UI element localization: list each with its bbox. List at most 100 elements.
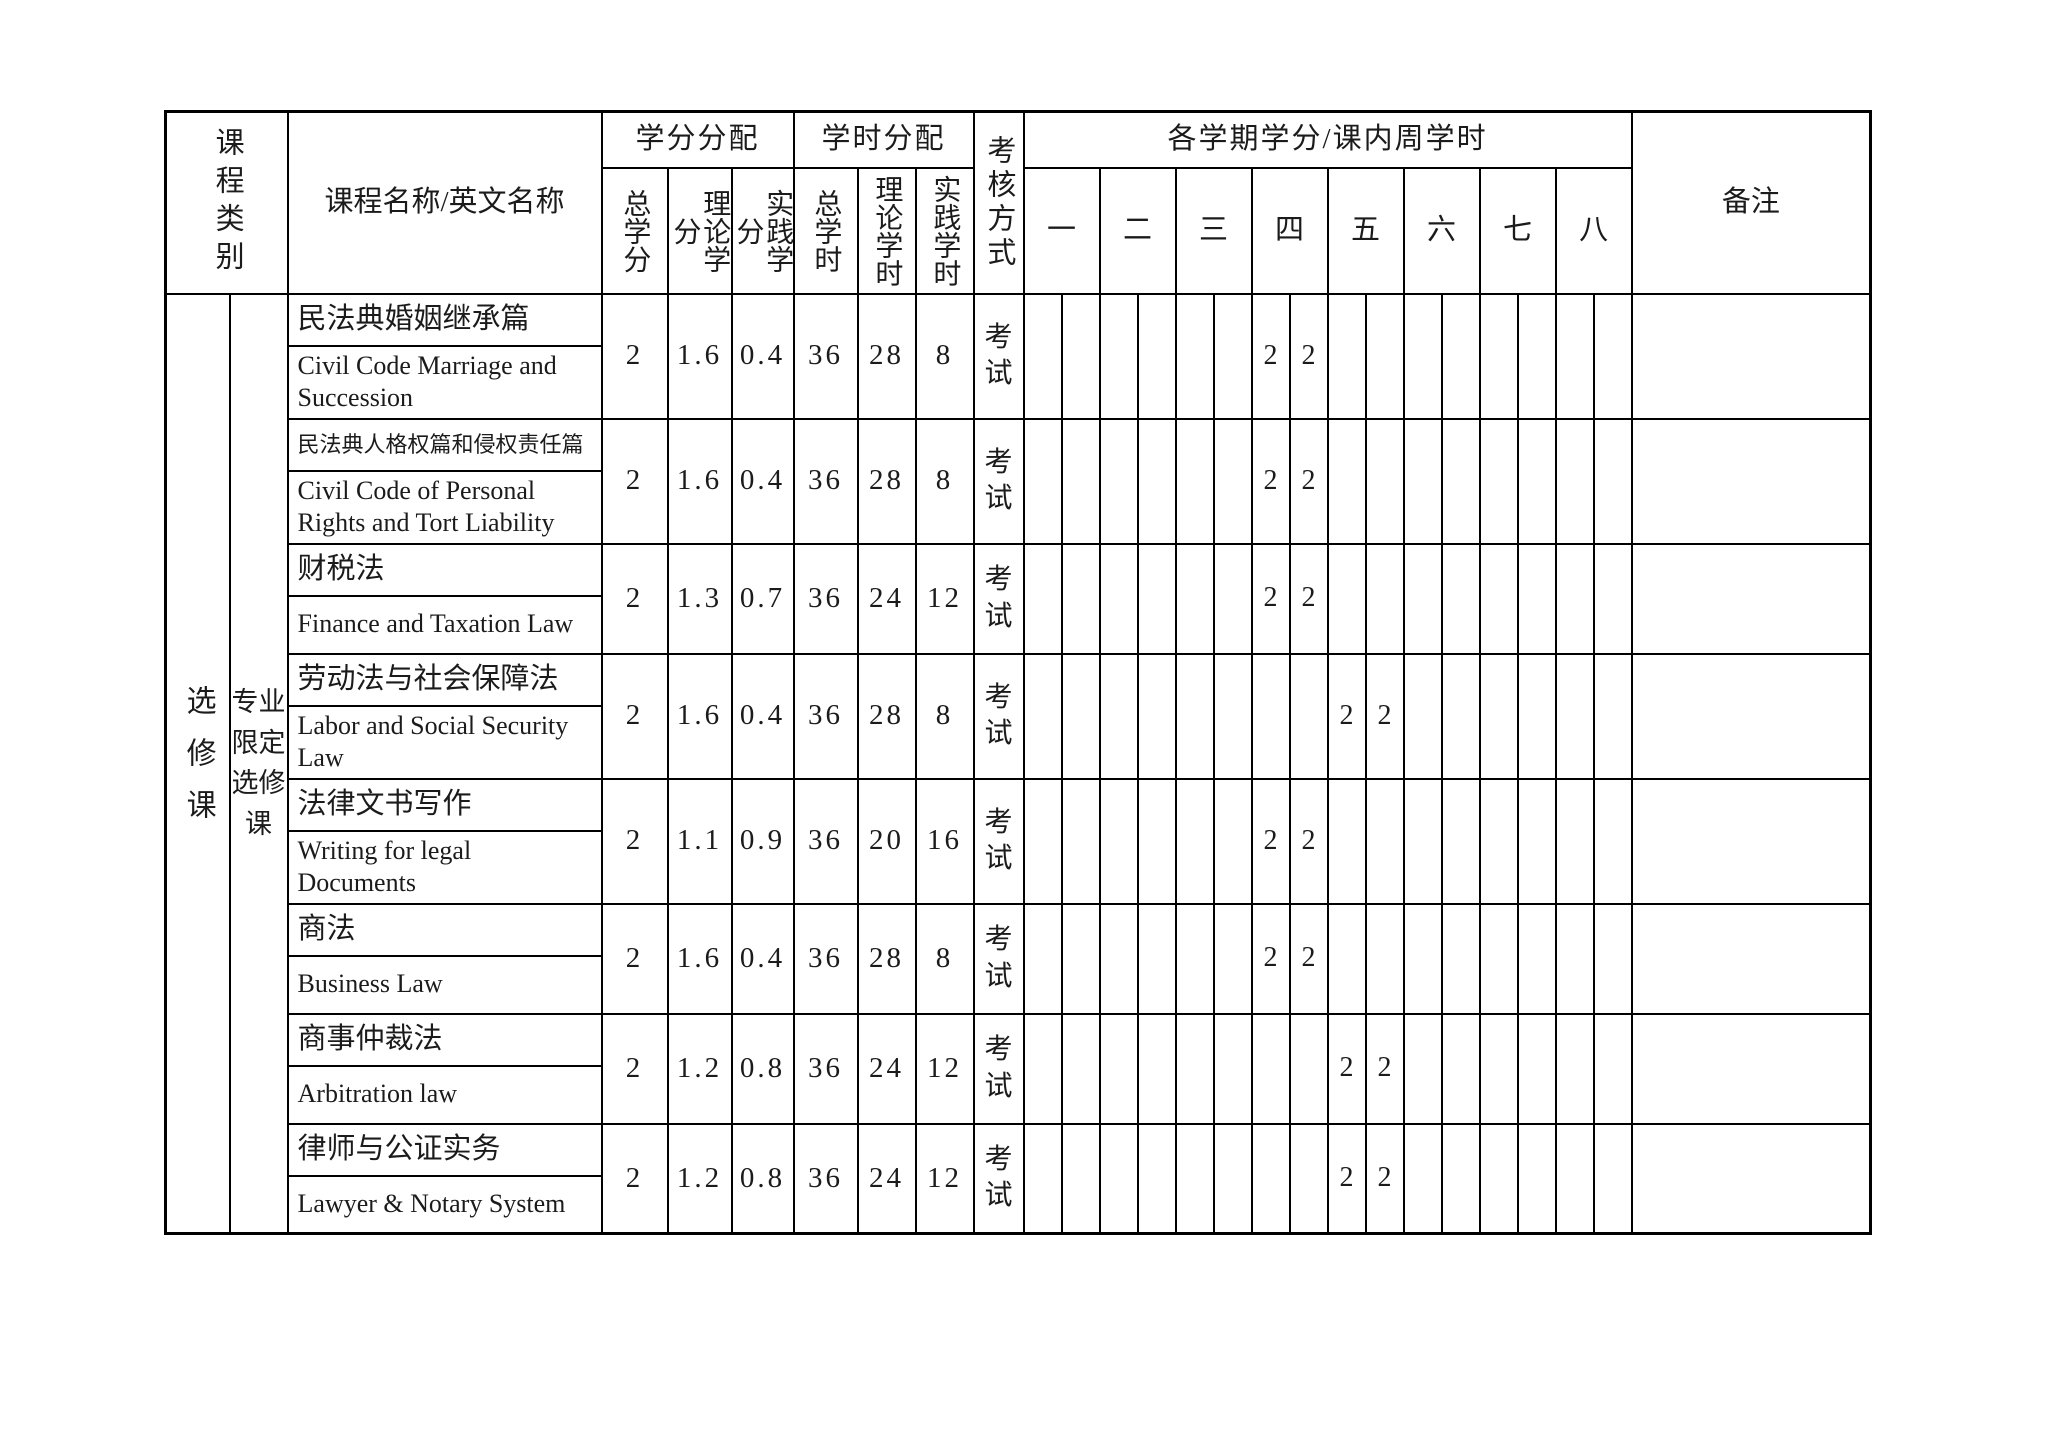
- course-name-en-cell: Business Law: [286, 954, 603, 1015]
- sem7-weekly-cell: [1516, 652, 1557, 780]
- sem3-credit-cell: [1174, 1012, 1215, 1125]
- semester-1-label: 一: [1047, 213, 1077, 246]
- sem1-credit-cell: [1022, 1122, 1063, 1235]
- header-hour-total: 总学时: [792, 166, 859, 295]
- assessment-value: 考试: [984, 321, 1013, 389]
- course-name-cn-cell: 民法典婚姻继承篇: [286, 292, 603, 347]
- header-remarks: 备注: [1630, 110, 1872, 295]
- assessment-value: 考试: [984, 1034, 1013, 1102]
- sem2-credit-cell: [1098, 652, 1139, 780]
- assessment-value: 考试: [984, 446, 1013, 514]
- semester-3-label: 三: [1199, 213, 1229, 246]
- sem8-credit-cell: [1554, 1012, 1595, 1125]
- practice-hours-cell: 16: [914, 777, 975, 905]
- sem8-weekly-cell: [1592, 417, 1633, 545]
- sem5-credit-cell: [1326, 292, 1367, 420]
- assessment-cell: 考试: [972, 417, 1025, 545]
- sem1-credit-cell: [1022, 1012, 1063, 1125]
- total-credit-cell: 2: [600, 542, 669, 655]
- total-hours-cell: 36: [792, 1012, 859, 1125]
- sem3-credit-cell: [1174, 777, 1215, 905]
- assessment-cell: 考试: [972, 292, 1025, 420]
- sem4-credit-cell: [1250, 1122, 1291, 1235]
- sem3-credit-cell: [1174, 902, 1215, 1015]
- remark-cell: [1630, 1122, 1872, 1235]
- course-name-cn: 民法典人格权篇和侵权责任篇: [297, 431, 584, 457]
- header-credit-total: 总学分: [600, 166, 669, 295]
- sem4-credit-cell: 2: [1250, 902, 1291, 1015]
- sem4-weekly-cell: 2: [1288, 777, 1329, 905]
- course-name-cn-cell: 劳动法与社会保障法: [286, 652, 603, 707]
- sem7-weekly-cell: [1516, 1012, 1557, 1125]
- total-credit-cell: 2: [600, 1012, 669, 1125]
- sem2-weekly-cell: [1136, 902, 1177, 1015]
- sem8-weekly-cell: [1592, 902, 1633, 1015]
- header-semester-8: 八: [1554, 166, 1633, 295]
- practice-hours-cell: 12: [914, 542, 975, 655]
- practice-credit-cell: 0.7: [730, 542, 795, 655]
- total-hours-cell: 36: [792, 292, 859, 420]
- course-name-cn-cell: 商事仲裁法: [286, 1012, 603, 1067]
- theory-hours-cell: 28: [856, 292, 917, 420]
- hour-group-label: 学时分配: [821, 123, 946, 156]
- sem6-credit-cell: [1402, 292, 1443, 420]
- sem4-credit-cell: 2: [1250, 292, 1291, 420]
- theory-hours-cell: 28: [856, 652, 917, 780]
- practice-credit-cell: 0.8: [730, 1122, 795, 1235]
- practice-credit-cell: 0.4: [730, 417, 795, 545]
- sem1-credit-cell: [1022, 417, 1063, 545]
- sem2-weekly-cell: [1136, 1122, 1177, 1235]
- sem4-credit-cell: [1250, 1012, 1291, 1125]
- sem5-weekly-cell: 2: [1364, 1012, 1405, 1125]
- assessment-value: 考试: [984, 806, 1013, 874]
- sem8-weekly-cell: [1592, 292, 1633, 420]
- total-hours-cell: 36: [792, 652, 859, 780]
- header-semester-6: 六: [1402, 166, 1481, 295]
- header-assessment: 考核方式: [972, 110, 1025, 295]
- remark-cell: [1630, 777, 1872, 905]
- sem7-weekly-cell: [1516, 542, 1557, 655]
- sem3-weekly-cell: [1212, 777, 1253, 905]
- sem7-credit-cell: [1478, 902, 1519, 1015]
- assessment-label: 考核方式: [982, 134, 1015, 271]
- header-course-category: 课程类别: [164, 110, 289, 295]
- course-name-en-cell: Labor and Social Security Law: [286, 704, 603, 780]
- sem3-credit-cell: [1174, 1122, 1215, 1235]
- course-name-en: Lawyer & Notary System: [297, 1189, 566, 1218]
- sem5-credit-cell: [1326, 542, 1367, 655]
- theory-credit-cell: 1.3: [666, 542, 733, 655]
- header-semester-3: 三: [1174, 166, 1253, 295]
- sem1-credit-cell: [1022, 777, 1063, 905]
- practice-hours-cell: 8: [914, 417, 975, 545]
- course-name-en: Labor and Social Security Law: [297, 710, 569, 773]
- sem8-credit-cell: [1554, 777, 1595, 905]
- course-name-cn-cell: 法律文书写作: [286, 777, 603, 832]
- sem3-credit-cell: [1174, 292, 1215, 420]
- practice-hours-cell: 8: [914, 652, 975, 780]
- practice-credit-cell: 0.4: [730, 292, 795, 420]
- sem6-credit-cell: [1402, 652, 1443, 780]
- category-sub-label: 专业限定选修课: [231, 687, 286, 839]
- remark-cell: [1630, 542, 1872, 655]
- theory-credit-cell: 1.1: [666, 777, 733, 905]
- sem4-credit-cell: 2: [1250, 417, 1291, 545]
- sem5-weekly-cell: 2: [1364, 652, 1405, 780]
- hour-total-label: 总学时: [810, 188, 842, 273]
- sem4-weekly-cell: 2: [1288, 902, 1329, 1015]
- remark-cell: [1630, 652, 1872, 780]
- theory-hours-cell: 28: [856, 902, 917, 1015]
- header-semester-1: 一: [1022, 166, 1101, 295]
- credit-total-label: 总学分: [619, 188, 651, 273]
- sem2-weekly-cell: [1136, 1012, 1177, 1125]
- sem5-weekly-cell: 2: [1364, 1122, 1405, 1235]
- sem1-weekly-cell: [1060, 1122, 1101, 1235]
- remark-cell: [1630, 292, 1872, 420]
- sem2-credit-cell: [1098, 292, 1139, 420]
- sem5-credit-cell: 2: [1326, 652, 1367, 780]
- sem1-weekly-cell: [1060, 652, 1101, 780]
- sem7-credit-cell: [1478, 1012, 1519, 1125]
- practice-credit-cell: 0.4: [730, 652, 795, 780]
- credit-practice-label: 实践学分: [732, 188, 794, 273]
- sem6-weekly-cell: [1440, 1122, 1481, 1235]
- sem8-credit-cell: [1554, 417, 1595, 545]
